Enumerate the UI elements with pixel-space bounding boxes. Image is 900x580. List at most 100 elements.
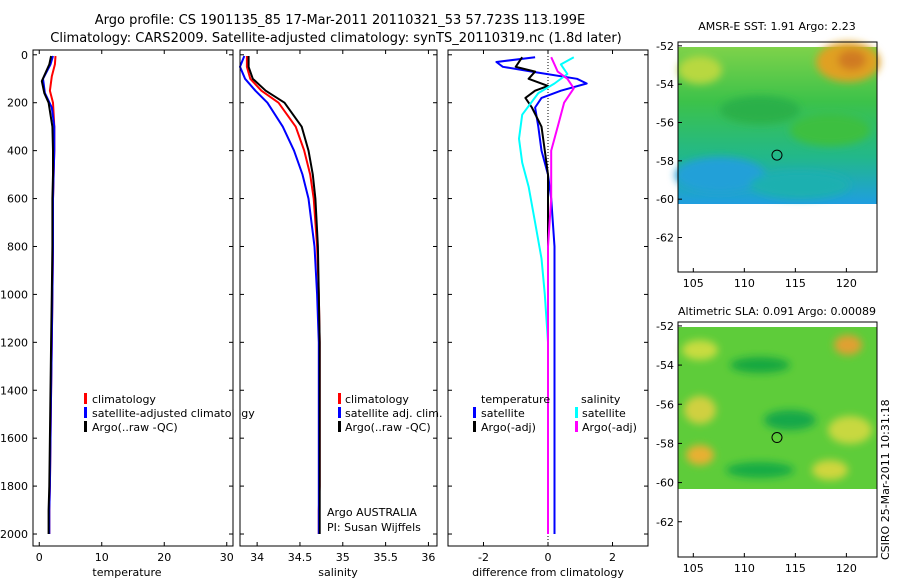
sla-orange-1	[834, 335, 862, 355]
salinity-series-group	[239, 55, 321, 534]
sst-map-panel: AMSR-E SST: 1.91 Argo: 2.23 105 110 115 120…	[656, 20, 880, 290]
sla-heatmap	[678, 327, 877, 489]
map-y-tick-label: -60	[656, 477, 674, 490]
map-x-tick-label: 115	[785, 277, 806, 290]
legend-label-sal-argo: Argo(-adj)	[582, 421, 637, 434]
y-tick-label: 0	[21, 49, 28, 62]
sst-green-patch-2	[790, 114, 870, 146]
sla-heatmap-texture	[682, 335, 872, 480]
map-y-tick-label: -54	[656, 359, 674, 372]
sla-yellow-4	[812, 460, 848, 480]
temperature-frame	[32, 49, 234, 547]
legend-swatch-temp-satellite	[473, 407, 476, 418]
series-line-temperature-satellite	[495, 56, 588, 534]
map-y-tick-label: -62	[656, 516, 674, 529]
temperature-axis-ticks: 0 10 20 30 0 200 400 600 800 1000 1200 1400 1600 1800…	[0, 49, 234, 564]
legend-swatch-satellite-sal	[338, 407, 341, 418]
y-tick-label: 400	[7, 145, 28, 158]
y-tick-label: 2000	[0, 528, 28, 541]
map-x-tick-label: 120	[836, 277, 857, 290]
y-tick-label: 1200	[0, 336, 28, 349]
sla-yellow-3	[828, 416, 872, 444]
x-tick-label: 34	[250, 551, 264, 564]
x-tick-label: 30	[220, 551, 234, 564]
sla-green-2	[764, 410, 816, 430]
x-tick-label: 10	[95, 551, 109, 564]
map-y-tick-label: -58	[656, 437, 674, 450]
sla-green-1	[730, 357, 790, 373]
y-tick-label: 1600	[0, 432, 28, 445]
legend-swatch-sal-argo	[575, 421, 578, 432]
series-line-salinity-satellite	[518, 56, 575, 534]
sla-map-panel: Altimetric SLA: 0.091 Argo: 0.00089 105 1…	[656, 305, 878, 575]
x-tick-label: 20	[157, 551, 171, 564]
map-y-tick-label: -56	[656, 117, 674, 130]
sst-argo-marker	[771, 149, 783, 161]
series-line-satellite-adj-clim-	[239, 55, 320, 534]
x-tick-label: 2	[609, 551, 616, 564]
difference-panel: -2 0 2 difference from climatology tempera…	[447, 49, 649, 579]
map-x-tick-label: 110	[734, 562, 755, 575]
legend-clip-cover	[234, 395, 240, 435]
sst-heatmap	[675, 42, 880, 204]
map-y-tick-label: -56	[656, 398, 674, 411]
legend-swatch-temp-argo	[473, 421, 476, 432]
sla-map-frame	[677, 321, 878, 558]
legend-swatch-climatology	[84, 393, 87, 404]
x-tick-label: -2	[478, 551, 489, 564]
sst-yellow-patch	[678, 56, 722, 84]
map-x-tick-label: 105	[683, 277, 704, 290]
legend-swatch-argo	[84, 421, 87, 432]
map-y-tick-label: -54	[656, 78, 674, 91]
salinity-xlabel: salinity	[318, 566, 358, 579]
salinity-panel: 34 34.5 35 35.5 36 salinity climatology sate…	[239, 49, 442, 579]
sst-cyan-patch	[675, 157, 765, 193]
legend-label-temp-argo: Argo(-adj)	[481, 421, 536, 434]
series-line-salinity-argo-adj-	[547, 56, 575, 534]
legend-swatch-climatology-sal	[338, 393, 341, 404]
sla-map-ticks: 105 110 115 120 -52 -54 -56 -58 -60 -62	[656, 320, 857, 575]
legend-header-salinity: salinity	[581, 393, 621, 406]
legend-header-temperature: temperature	[481, 393, 550, 406]
map-y-tick-label: -62	[656, 232, 674, 245]
sst-teal-patch	[750, 171, 850, 199]
y-tick-label: 1400	[0, 384, 28, 397]
map-x-tick-label: 110	[734, 277, 755, 290]
sst-map-frame	[677, 41, 878, 273]
legend-label-satellite-sal: satellite adj. clim.	[345, 407, 442, 420]
annotation-pi: PI: Susan Wijffels	[327, 521, 421, 534]
x-tick-label: 36	[421, 551, 435, 564]
map-y-tick-label: -52	[656, 40, 674, 53]
series-line-argo-raw-qc-	[247, 56, 321, 534]
temperature-legend: climatology satellite-adjusted climatolo…	[84, 393, 255, 434]
temperature-panel: 0 10 20 30 0 200 400 600 800 1000 1200 1400 1600 1800…	[0, 49, 255, 579]
legend-label-argo: Argo(..raw -QC)	[92, 421, 178, 434]
sla-map-title: Altimetric SLA: 0.091 Argo: 0.00089	[678, 305, 876, 318]
sla-argo-marker	[771, 432, 783, 444]
difference-series-group	[495, 50, 588, 546]
x-tick-label: 35.5	[373, 551, 398, 564]
sst-map-ticks: 105 110 115 120 -52 -54 -56 -58 -60 -62	[656, 40, 857, 290]
salinity-frame	[239, 49, 438, 547]
legend-swatch-argo-sal	[338, 421, 341, 432]
x-tick-label: 35	[336, 551, 350, 564]
sst-map-title: AMSR-E SST: 1.91 Argo: 2.23	[698, 20, 856, 33]
x-tick-label: 0	[36, 551, 43, 564]
difference-xlabel: difference from climatology	[472, 566, 624, 579]
difference-legend: temperature salinity satellite Argo(-adj…	[473, 393, 637, 434]
x-tick-label: 0	[545, 551, 552, 564]
y-tick-label: 600	[7, 193, 28, 206]
legend-swatch-satellite	[84, 407, 87, 418]
map-y-tick-label: -60	[656, 193, 674, 206]
y-tick-label: 200	[7, 97, 28, 110]
x-tick-label: 34.5	[288, 551, 313, 564]
y-tick-label: 1000	[0, 288, 28, 301]
temperature-series-group	[40, 55, 57, 534]
difference-axis-ticks: -2 0 2	[448, 50, 648, 564]
salinity-legend: climatology satellite adj. clim. Argo(..…	[338, 393, 442, 434]
salinity-axis-ticks: 34 34.5 35 35.5 36	[240, 50, 437, 564]
figure-title-line2: Climatology: CARS2009. Satellite-adjuste…	[50, 31, 622, 46]
map-x-tick-label: 120	[836, 562, 857, 575]
sla-yellow-2	[684, 396, 716, 424]
